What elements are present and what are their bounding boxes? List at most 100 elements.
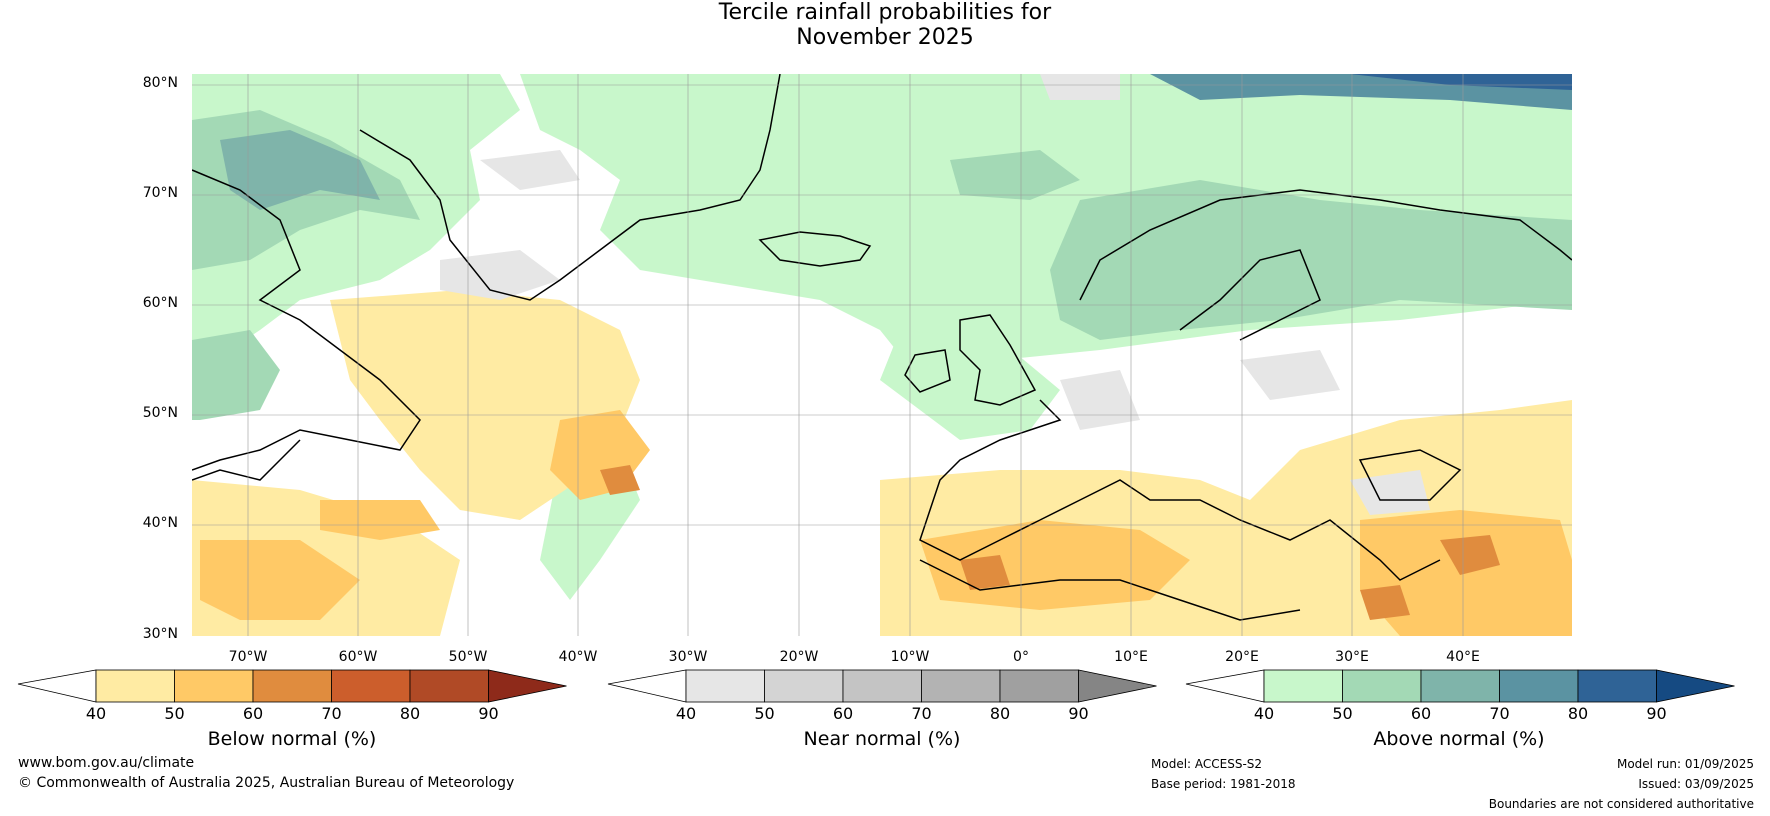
lon-label-60w: 60°W bbox=[338, 649, 378, 665]
colorbar-2-segment-2 bbox=[1420, 669, 1500, 703]
colorbar-0-tick-70: 70 bbox=[321, 704, 342, 723]
colorbar-2-tick-70: 70 bbox=[1489, 704, 1510, 723]
colorbar-0-segment-3 bbox=[331, 669, 411, 703]
lat-label-70n: 70°N bbox=[142, 185, 178, 201]
colorbar-2-segment-1 bbox=[1342, 669, 1422, 703]
lon-label-40e: 40°E bbox=[1446, 649, 1480, 665]
colorbar-1-segment-3 bbox=[921, 669, 1001, 703]
colorbar-1-extend-low bbox=[607, 669, 687, 703]
colorbar-0-tick-90: 90 bbox=[478, 704, 499, 723]
colorbar-0-segment-0 bbox=[95, 669, 175, 703]
lon-label-0: 0° bbox=[1013, 649, 1029, 665]
colorbar-2-tick-60: 60 bbox=[1410, 704, 1432, 723]
colorbar-2-tick-90: 90 bbox=[1646, 704, 1667, 723]
title-line-2: November 2025 bbox=[796, 25, 974, 50]
colorbar-0-segment-4 bbox=[409, 669, 489, 703]
near-normal-region-1 bbox=[440, 250, 560, 300]
footer-model: Model: ACCESS-S2 bbox=[1151, 757, 1263, 771]
lon-label-20w: 20°W bbox=[779, 649, 819, 665]
lon-label-10e: 10°E bbox=[1114, 649, 1148, 665]
map-svg bbox=[192, 74, 1572, 636]
footer-disclaimer: Boundaries are not considered authoritat… bbox=[1488, 797, 1754, 811]
colorbar-0-tick-50: 50 bbox=[164, 704, 185, 723]
colorbar-0 bbox=[17, 669, 567, 703]
coast-ireland bbox=[904, 349, 951, 393]
below-normal-region-core-2 bbox=[1360, 585, 1410, 620]
above-normal-region-scandinavia bbox=[1050, 180, 1572, 340]
lat-label-50n: 50°N bbox=[142, 405, 178, 421]
colorbar-2-extend-high bbox=[1656, 669, 1735, 703]
colorbar-1 bbox=[607, 669, 1157, 703]
coast-north-africa bbox=[919, 559, 1301, 621]
coast-mediterranean bbox=[1039, 479, 1441, 581]
coast-baffin-labrador bbox=[192, 169, 421, 471]
above-normal-region-barents-dark bbox=[1350, 74, 1572, 90]
colorbar-2-segment-3 bbox=[1499, 669, 1579, 703]
lat-label-40n: 40°N bbox=[142, 515, 178, 531]
title-line-1: Tercile rainfall probabilities for bbox=[718, 0, 1052, 25]
lon-label-20e: 20°E bbox=[1225, 649, 1259, 665]
colorbar-0-tick-80: 80 bbox=[399, 704, 421, 723]
lon-label-30e: 30°E bbox=[1335, 649, 1369, 665]
coast-baltic bbox=[1179, 249, 1321, 341]
above-normal-region-iberia-atlantic bbox=[880, 330, 1060, 440]
colorbar-0-segment-1 bbox=[174, 669, 254, 703]
above-normal-region-west-lat50 bbox=[192, 330, 280, 420]
above-normal-region-north-uk bbox=[950, 150, 1080, 200]
lon-label-70w: 70°W bbox=[228, 649, 268, 665]
colorbar-2-tick-80: 80 bbox=[1567, 704, 1589, 723]
coast-north-america-east bbox=[192, 439, 301, 481]
footer-copyright: © Commonwealth of Australia 2025, Austra… bbox=[18, 775, 515, 791]
colorbar-2-tick-40: 40 bbox=[1253, 704, 1275, 723]
below-normal-region-us-east-core bbox=[200, 540, 360, 620]
above-normal-region-arctic bbox=[520, 74, 1572, 400]
colorbar-0-extend-low bbox=[17, 669, 97, 703]
below-normal-region-core-3 bbox=[960, 555, 1010, 590]
colorbar-1-tick-80: 80 bbox=[989, 704, 1011, 723]
probability-fields bbox=[192, 74, 1572, 636]
above-normal-title: Above normal (%) bbox=[1373, 728, 1545, 750]
near-normal-region-2 bbox=[480, 150, 580, 190]
below-normal-title: Below normal (%) bbox=[207, 728, 377, 750]
colorbar-1-tick-50: 50 bbox=[754, 704, 775, 723]
footer-model-run: Model run: 01/09/2025 bbox=[1616, 757, 1754, 771]
lon-label-30w: 30°W bbox=[668, 649, 708, 665]
colorbar-1-segment-1 bbox=[764, 669, 844, 703]
map-area: 80°N 70°N 60°N 50°N 40°N 30°N 70°W 60°W … bbox=[142, 74, 1572, 665]
lon-label-50w: 50°W bbox=[448, 649, 488, 665]
coast-black-sea bbox=[1358, 449, 1462, 501]
near-normal-region-4 bbox=[1240, 350, 1340, 400]
map-title: Tercile rainfall probabilities for Novem… bbox=[0, 0, 1770, 50]
footer-base-period: Base period: 1981-2018 bbox=[1151, 777, 1296, 791]
colorbar-2-extend-low bbox=[1185, 669, 1265, 703]
lat-label-60n: 60°N bbox=[142, 295, 178, 311]
colorbar-1-tick-90: 90 bbox=[1068, 704, 1089, 723]
below-normal-region-core-4 bbox=[600, 465, 640, 495]
colorbar-1-tick-60: 60 bbox=[832, 704, 854, 723]
colorbar-1-extend-high bbox=[1078, 669, 1157, 703]
near-normal-region-5 bbox=[1040, 74, 1120, 100]
colorbar-1-tick-40: 40 bbox=[675, 704, 697, 723]
colorbar-2 bbox=[1185, 669, 1735, 703]
below-normal-region-core-1 bbox=[1440, 535, 1500, 575]
footer-issued: Issued: 03/09/2025 bbox=[1638, 777, 1754, 791]
colorbars bbox=[17, 669, 1735, 703]
colorbar-0-extend-high bbox=[488, 669, 567, 703]
colorbar-0-tick-60: 60 bbox=[242, 704, 264, 723]
lon-label-40w: 40°W bbox=[558, 649, 598, 665]
colorbar-0-segment-2 bbox=[252, 669, 332, 703]
coast-iceland bbox=[758, 231, 872, 267]
coast-greenland bbox=[359, 74, 781, 301]
colorbar-2-segment-4 bbox=[1577, 669, 1657, 703]
footer-website: www.bom.gov.au/climate bbox=[18, 755, 195, 771]
below-normal-region-lat40-west bbox=[320, 500, 440, 540]
lat-label-80n: 80°N bbox=[142, 75, 178, 91]
lat-label-30n: 30°N bbox=[142, 626, 178, 642]
coast-europe-west bbox=[919, 399, 1062, 561]
colorbar-1-segment-0 bbox=[685, 669, 765, 703]
near-normal-title: Near normal (%) bbox=[803, 728, 961, 750]
coast-uk bbox=[959, 314, 1037, 406]
colorbar-1-segment-2 bbox=[842, 669, 922, 703]
colorbar-2-tick-50: 50 bbox=[1332, 704, 1353, 723]
graticule bbox=[192, 74, 1572, 636]
